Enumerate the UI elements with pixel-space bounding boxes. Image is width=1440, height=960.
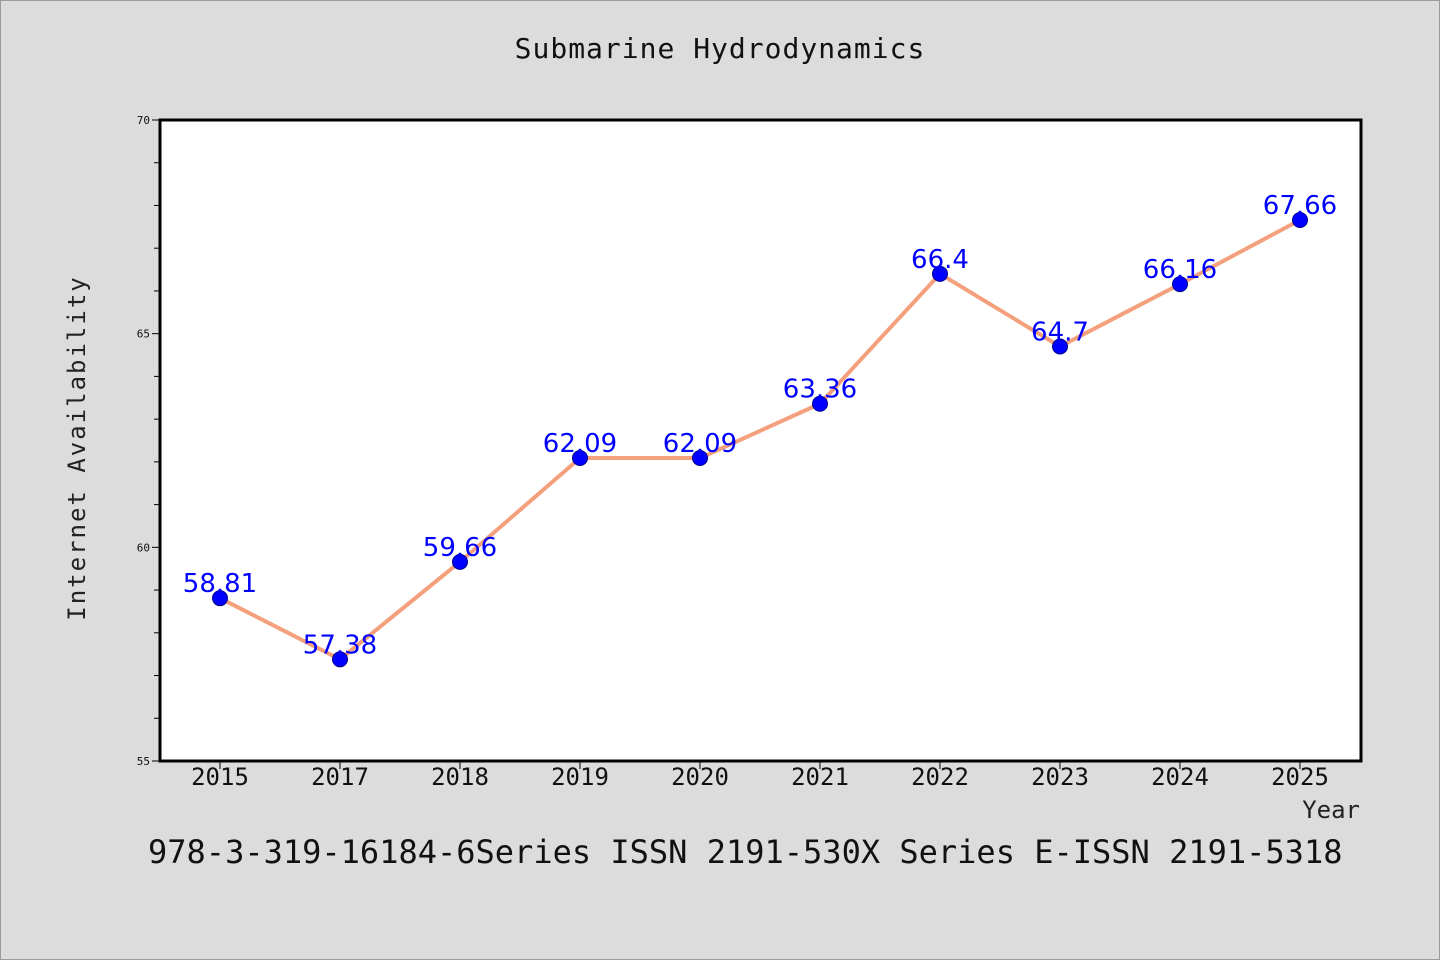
y-tick-label: 55 bbox=[137, 755, 150, 768]
data-point bbox=[332, 651, 348, 668]
data-label: 63.36 bbox=[783, 375, 857, 405]
data-label: 62.09 bbox=[543, 429, 617, 459]
data-label: 62.09 bbox=[663, 429, 737, 459]
data-label: 59.66 bbox=[423, 533, 497, 563]
data-point bbox=[1052, 338, 1068, 355]
data-label: 67.66 bbox=[1263, 191, 1337, 221]
data-point bbox=[1172, 276, 1188, 293]
x-tick-label: 2024 bbox=[1151, 763, 1209, 791]
footer-isbn-text: 978-3-319-16184-6Series ISSN 2191-530X S… bbox=[148, 833, 1343, 871]
data-label: 64.7 bbox=[1031, 317, 1089, 347]
x-tick-label: 2023 bbox=[1031, 763, 1089, 791]
x-axis-ticks: 2015 2017 2018 2019 2020 2021 2022 2023 2024 2025 bbox=[191, 761, 1329, 791]
x-tick-label: 2015 bbox=[191, 763, 249, 791]
data-point bbox=[452, 553, 468, 570]
data-label: 58.81 bbox=[183, 569, 257, 599]
y-tick-label: 65 bbox=[137, 328, 150, 341]
plot-area bbox=[158, 118, 1363, 763]
data-point bbox=[692, 450, 708, 467]
x-axis-label: Year bbox=[1302, 796, 1360, 824]
x-tick-label: 2022 bbox=[911, 763, 969, 791]
data-labels: 58.81 57.38 59.66 62.09 62.09 63.36 66.4 64.7 66… bbox=[183, 191, 1337, 660]
data-point bbox=[932, 265, 948, 282]
x-tick-label: 2025 bbox=[1271, 763, 1329, 791]
x-tick-label: 2017 bbox=[311, 763, 369, 791]
data-point bbox=[212, 590, 228, 607]
data-label: 66.16 bbox=[1143, 255, 1217, 285]
data-point bbox=[572, 450, 588, 467]
data-point bbox=[812, 395, 828, 412]
series-line bbox=[219, 218, 1301, 662]
x-tick-label: 2018 bbox=[431, 763, 489, 791]
x-tick-label: 2020 bbox=[671, 763, 729, 791]
y-tick-label: 70 bbox=[137, 114, 150, 127]
y-axis-ticks: 55 60 65 70 bbox=[137, 114, 160, 768]
chart-title: Submarine Hydrodynamics bbox=[514, 32, 926, 65]
data-point bbox=[1292, 211, 1308, 228]
x-tick-label: 2021 bbox=[791, 763, 849, 791]
x-tick-label: 2019 bbox=[551, 763, 609, 791]
data-label: 66.4 bbox=[911, 245, 969, 275]
data-markers bbox=[212, 211, 1308, 668]
y-tick-label: 60 bbox=[137, 541, 150, 554]
data-label: 57.38 bbox=[303, 630, 377, 660]
